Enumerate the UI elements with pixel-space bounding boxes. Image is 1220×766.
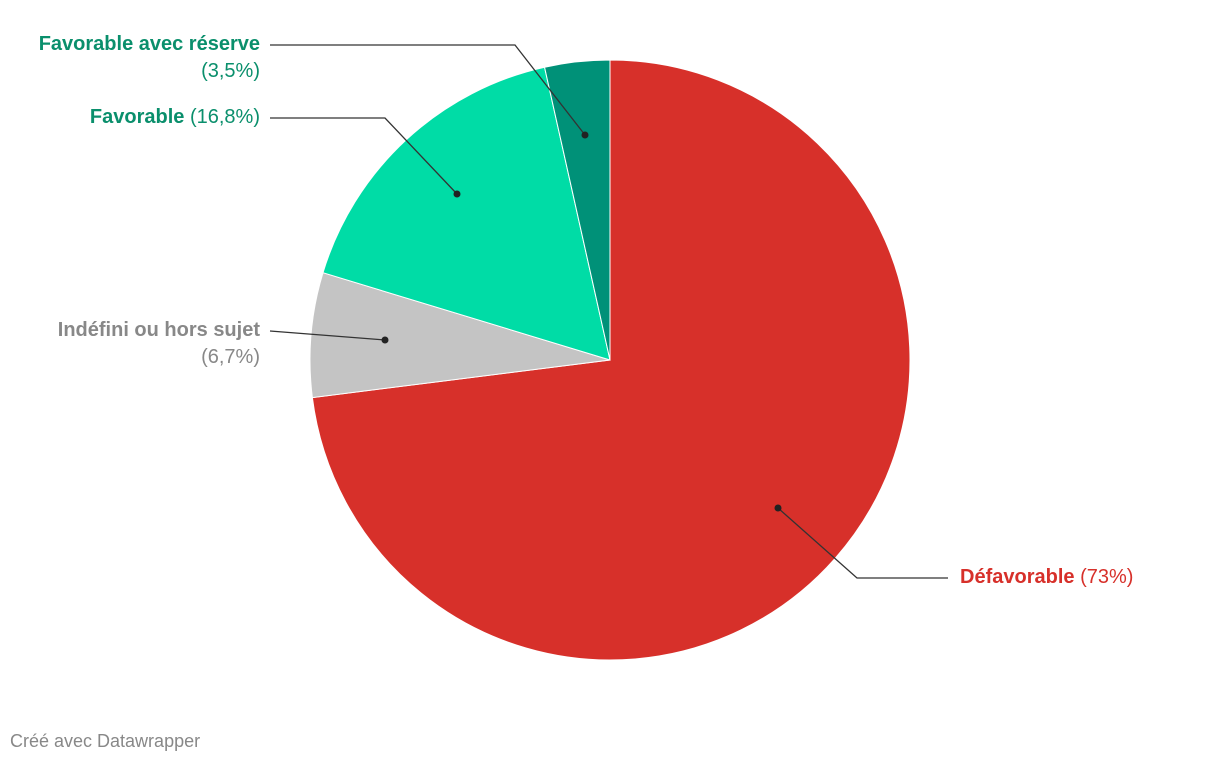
pie <box>309 59 911 661</box>
label-name: Indéfini ou hors sujet <box>58 319 261 341</box>
labels: Défavorable (73%) Indéfini ou hors sujet (… <box>39 33 1134 588</box>
label-name: Défavorable <box>960 566 1075 588</box>
slice-label: Défavorable (73%) <box>960 566 1133 588</box>
slice-label: Favorable (16,8%) <box>90 106 260 128</box>
label-name: Favorable avec réserve <box>39 33 260 55</box>
leader-dot <box>453 190 461 198</box>
leader-line <box>269 330 386 341</box>
label-value: (6,7%) <box>201 346 260 368</box>
leader-dot <box>774 504 782 512</box>
leader-dot <box>381 336 389 344</box>
label-value: (16,8%) <box>190 106 260 128</box>
leader-line <box>777 507 948 579</box>
pie-slice <box>543 59 611 361</box>
label-value: (73%) <box>1080 566 1133 588</box>
leader-line <box>270 44 586 136</box>
footer: Créé avec Datawrapper <box>10 731 200 751</box>
label-value: (3,5%) <box>201 60 260 82</box>
label-name: Favorable <box>90 106 184 128</box>
slice-label: Favorable avec réserve (3,5%) <box>39 33 260 82</box>
leader-dot <box>581 131 589 139</box>
leader-line <box>270 117 458 195</box>
slice-label: Indéfini ou hors sujet (6,7%) <box>58 319 261 368</box>
